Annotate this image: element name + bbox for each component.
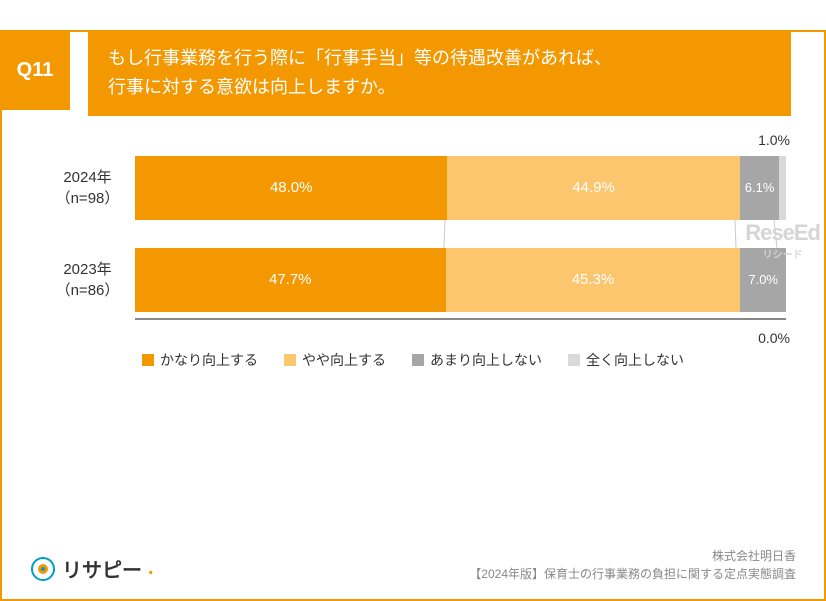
x-axis — [135, 318, 786, 320]
legend-item: やや向上する — [284, 350, 386, 370]
credit-line2: 【2024年版】保育士の行事業務の負担に関する定点実態調査 — [469, 565, 796, 583]
legend-swatch — [284, 354, 296, 366]
legend-swatch — [568, 354, 580, 366]
brand-text: リサピー — [62, 554, 142, 583]
brand: リサピー. — [30, 554, 154, 583]
legend-swatch — [142, 354, 154, 366]
legend-label: あまり向上しない — [430, 350, 542, 370]
row-label-line1: 2023年 — [63, 261, 111, 278]
brand-dot: . — [148, 557, 154, 580]
bar-segment — [779, 156, 786, 220]
bar-segment: 44.9% — [447, 156, 739, 220]
bar-row: 2023年 （n=86） 47.7%45.3%7.0% — [40, 248, 786, 312]
row-label-line2: （n=86） — [56, 282, 120, 299]
watermark-sub: リシード — [745, 246, 820, 261]
row-label-line2: （n=98） — [56, 190, 120, 207]
bar-row: 2024年 （n=98） 48.0%44.9%6.1% — [40, 156, 786, 220]
legend-label: やや向上する — [302, 350, 386, 370]
watermark: ReseEd リシード — [745, 220, 820, 261]
legend-swatch — [412, 354, 424, 366]
credit-line1: 株式会社明日香 — [469, 547, 796, 565]
legend: かなり向上する やや向上する あまり向上しない 全く向上しない — [40, 350, 786, 370]
row-label: 2023年 （n=86） — [40, 259, 135, 301]
watermark-text: ReseEd — [745, 220, 820, 245]
connector-line — [735, 220, 737, 248]
bar-segment: 47.7% — [135, 248, 446, 312]
footer: リサピー. 株式会社明日香 【2024年版】保育士の行事業務の負担に関する定点実… — [0, 547, 826, 583]
outside-label-row1: 0.0% — [758, 330, 790, 346]
bar-track-1: 47.7%45.3%7.0% — [135, 248, 786, 312]
brand-icon — [30, 556, 56, 582]
chart-area: 1.0% 2024年 （n=98） 48.0%44.9%6.1% 2023年 （… — [40, 156, 786, 370]
row-label: 2024年 （n=98） — [40, 167, 135, 209]
legend-label: 全く向上しない — [586, 350, 684, 370]
legend-item: 全く向上しない — [568, 350, 684, 370]
row-label-line1: 2024年 — [63, 169, 111, 186]
legend-item: あまり向上しない — [412, 350, 542, 370]
legend-item: かなり向上する — [142, 350, 258, 370]
bar-segment: 45.3% — [446, 248, 741, 312]
bar-track-0: 48.0%44.9%6.1% — [135, 156, 786, 220]
legend-label: かなり向上する — [160, 350, 258, 370]
credits: 株式会社明日香 【2024年版】保育士の行事業務の負担に関する定点実態調査 — [469, 547, 796, 583]
connector-line — [444, 220, 446, 248]
outside-label-row0: 1.0% — [758, 132, 790, 148]
bar-segment: 48.0% — [135, 156, 447, 220]
bar-segment: 6.1% — [740, 156, 780, 220]
